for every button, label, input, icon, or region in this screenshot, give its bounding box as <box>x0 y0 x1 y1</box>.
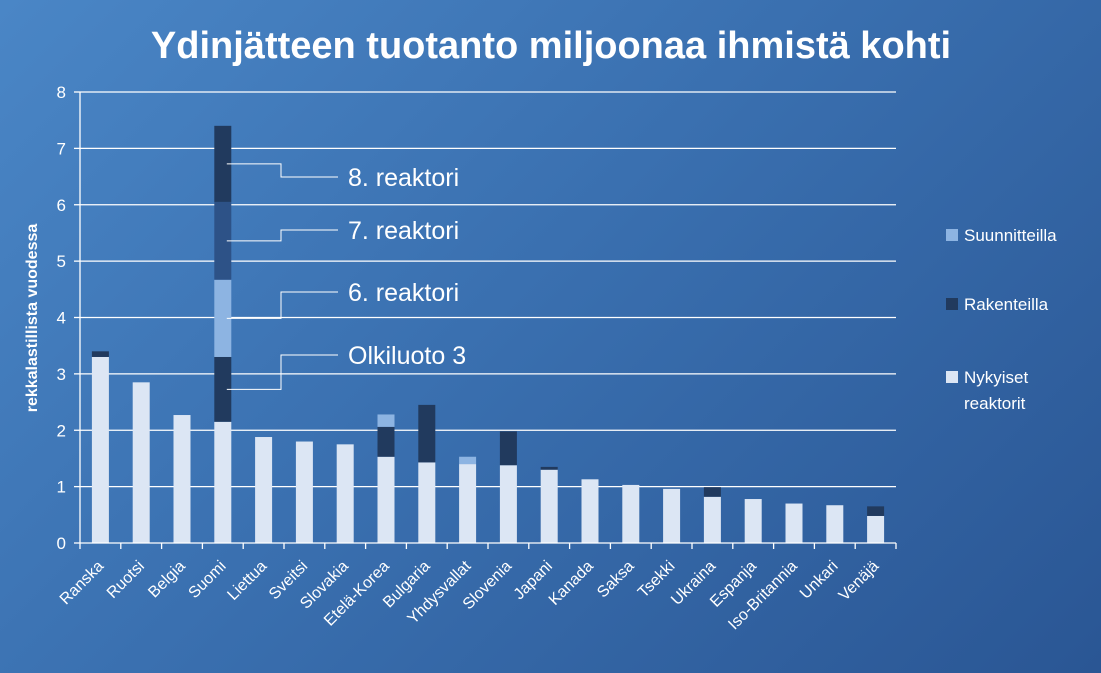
bar-segment <box>132 382 150 543</box>
y-tick-label: 4 <box>57 309 66 328</box>
legend-swatch <box>946 229 958 241</box>
bar-segment <box>459 456 477 465</box>
bar-segment <box>173 415 191 543</box>
bar-segment <box>336 444 354 543</box>
y-tick-label: 3 <box>57 365 66 384</box>
annotation-label: 7. reaktori <box>348 217 459 245</box>
bar-segment <box>377 426 395 457</box>
grid-layer <box>80 91 896 488</box>
bar-segment <box>295 441 313 543</box>
bar-segment <box>867 515 885 543</box>
bar-segment <box>214 421 232 543</box>
bar-segment <box>622 484 640 543</box>
bar-segment <box>214 279 232 357</box>
annotation-leader <box>226 354 338 390</box>
bar-layer <box>91 125 885 543</box>
bar-segment <box>377 414 395 427</box>
bar-segment <box>826 505 844 543</box>
bar-segment <box>214 125 232 202</box>
bar-segment <box>703 496 721 543</box>
bar-segment <box>703 487 721 497</box>
annotation-label: 8. reaktori <box>348 164 459 192</box>
y-tick-label: 7 <box>57 139 66 158</box>
y-tick-label: 2 <box>57 421 66 440</box>
legend-label: Rakenteilla <box>964 295 1049 314</box>
bar-segment <box>255 437 273 543</box>
y-tick-label: 6 <box>57 196 66 215</box>
annotation-leader <box>226 291 338 319</box>
legend: Suunnitteilla Rakenteilla Nykyiset reaktori… <box>946 226 1057 413</box>
bar-segment <box>540 469 558 543</box>
bar-segment <box>744 499 762 543</box>
bar-segment <box>663 488 681 543</box>
chart-title: Ydinjätteen tuotanto miljoonaa ihmistä k… <box>151 25 951 67</box>
x-tick-label: Saksa <box>594 558 638 602</box>
bar-segment <box>581 479 599 543</box>
legend-swatch <box>946 298 958 310</box>
x-tick-label: Kanada <box>546 558 597 609</box>
x-tick-label: Unkari <box>797 558 842 603</box>
y-tick-label: 1 <box>57 478 66 497</box>
bar-segment <box>867 506 885 516</box>
bar-segment <box>214 356 232 422</box>
bar-segment <box>214 201 232 280</box>
legend-label: Nykyiset <box>964 368 1029 387</box>
legend-label: Suunnitteilla <box>964 226 1057 245</box>
annotation-label: Olkiluoto 3 <box>348 342 466 370</box>
y-axis-label: rekkalastillista vuodessa <box>24 224 41 413</box>
x-tick-label: Liettua <box>224 558 270 604</box>
x-tick-label: Belgia <box>145 558 189 602</box>
bar-segment <box>91 351 109 357</box>
bar-segment <box>91 356 109 543</box>
bar-segment <box>418 404 436 463</box>
x-tick-label: Suomi <box>186 558 230 602</box>
y-tick-label: 5 <box>57 252 66 271</box>
bar-segment <box>499 465 517 543</box>
y-tick-label: 8 <box>57 83 66 102</box>
x-tick-label: Ruotsi <box>104 558 148 602</box>
bar-segment <box>540 466 558 470</box>
x-tick-label: Ranska <box>57 558 107 608</box>
annotation-layer: Olkiluoto 3 6. reaktori 7. reaktori 8. reak… <box>226 163 466 390</box>
bar-segment <box>418 462 436 543</box>
bar-segment <box>459 464 477 543</box>
bar-segment <box>499 431 517 466</box>
bar-segment <box>377 456 395 543</box>
x-tick-label: Venäjä <box>836 558 883 605</box>
annotation-leader <box>226 229 338 242</box>
annotation-label: 6. reaktori <box>348 279 459 307</box>
bar-segment <box>785 503 803 543</box>
legend-label: reaktorit <box>964 394 1026 413</box>
y-tick-label: 0 <box>57 534 66 553</box>
annotation-leader <box>226 163 338 178</box>
legend-swatch <box>946 371 958 383</box>
